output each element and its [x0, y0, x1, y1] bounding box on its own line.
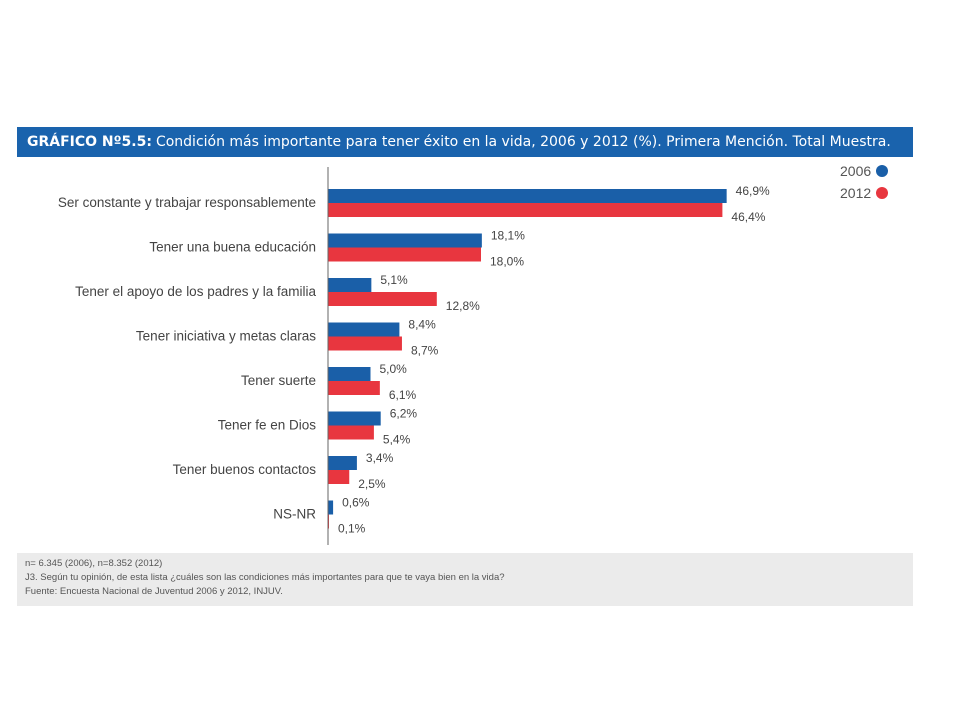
- bar-2012: [328, 336, 402, 351]
- legend: 2006 2012: [840, 160, 889, 204]
- data-label-2006: 18,1%: [491, 229, 525, 243]
- category-label: NS-NR: [273, 507, 316, 522]
- data-label-2006: 46,9%: [736, 184, 770, 198]
- bar-2012: [328, 292, 437, 306]
- data-label-2012: 12,8%: [446, 299, 480, 313]
- chart-title-text: Condición más importante para tener éxit…: [155, 134, 891, 150]
- bar-2012: [328, 381, 380, 395]
- legend-dot-2012: [876, 187, 889, 199]
- data-label-2006: 5,1%: [380, 273, 408, 287]
- chart-title: GRÁFICO Nº5.5: Condición más importante …: [17, 127, 913, 157]
- data-label-2012: 0,1%: [338, 522, 366, 536]
- legend-item-2012: 2012: [840, 182, 889, 204]
- data-label-2012: 6,1%: [389, 388, 417, 402]
- chart-title-prefix: GRÁFICO Nº5.5:: [27, 134, 152, 150]
- data-label-2006: 0,6%: [342, 496, 370, 510]
- category-label: Tener buenos contactos: [173, 462, 317, 477]
- data-label-2012: 46,4%: [731, 210, 765, 224]
- category-label: Tener una buena educación: [149, 240, 316, 255]
- note-question: J3. Según tu opinión, de esta lista ¿cuá…: [25, 572, 505, 583]
- data-label-2012: 18,0%: [490, 255, 524, 269]
- data-label-2012: 8,7%: [411, 344, 439, 358]
- bar-2012: [328, 203, 723, 217]
- bar-2006: [328, 367, 371, 381]
- category-label: Tener suerte: [241, 373, 316, 388]
- category-label: Ser constante y trabajar responsablement…: [58, 195, 316, 210]
- data-label-2012: 5,4%: [383, 433, 411, 447]
- legend-label-2012: 2012: [840, 185, 872, 201]
- legend-label-2006: 2006: [840, 163, 872, 179]
- data-label-2006: 5,0%: [380, 362, 408, 376]
- bar-2006: [328, 456, 357, 470]
- bar-2012: [328, 247, 481, 262]
- legend-item-2006: 2006: [840, 160, 889, 182]
- data-label-2006: 8,4%: [408, 318, 436, 332]
- chart-notes: n= 6.345 (2006), n=8.352 (2012) J3. Segú…: [17, 553, 913, 606]
- legend-dot-2006: [876, 165, 889, 177]
- bar-2006: [328, 411, 381, 426]
- bar-2006: [328, 322, 400, 337]
- bar-2012: [328, 425, 374, 440]
- note-sample-size: n= 6.345 (2006), n=8.352 (2012): [25, 558, 163, 569]
- bar-2006: [328, 189, 727, 203]
- data-label-2006: 6,2%: [390, 407, 418, 421]
- bar-2006: [328, 500, 334, 515]
- category-label: Tener fe en Dios: [218, 418, 317, 433]
- bar-2006: [328, 278, 372, 292]
- data-label-2006: 3,4%: [366, 451, 394, 465]
- category-label: Tener el apoyo de los padres y la famili…: [75, 284, 316, 299]
- bar-2012: [328, 470, 350, 484]
- note-source: Fuente: Encuesta Nacional de Juventud 20…: [25, 586, 283, 597]
- bar-2006: [328, 233, 482, 248]
- category-label: Tener iniciativa y metas claras: [136, 329, 316, 344]
- data-label-2012: 2,5%: [358, 477, 386, 491]
- bar-chart: Ser constante y trabajar responsablement…: [58, 167, 770, 545]
